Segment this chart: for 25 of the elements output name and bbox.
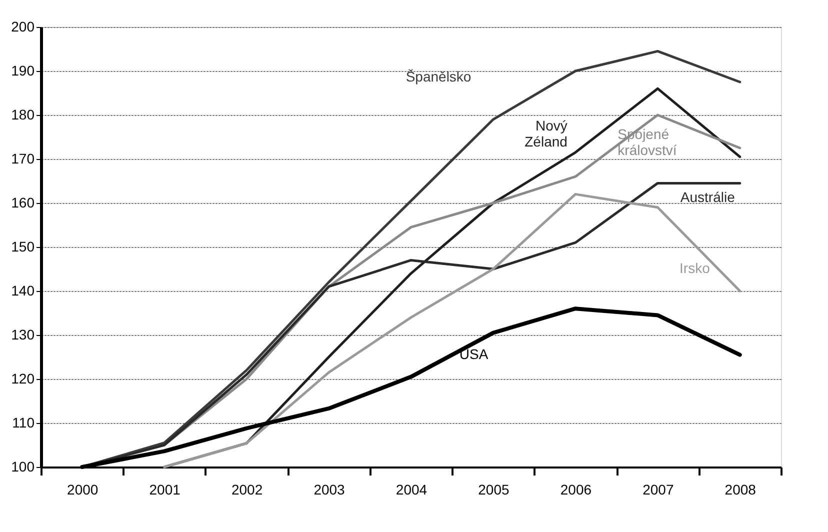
y-tick-label: 160	[11, 194, 35, 210]
series-label: Irsko	[680, 260, 710, 276]
y-tick-label: 170	[11, 150, 35, 166]
text: Španělsko	[406, 68, 472, 84]
x-tick-label: 2005	[478, 482, 510, 498]
x-tick-label: 2003	[314, 482, 346, 498]
x-tick-label: 2002	[231, 482, 263, 498]
y-tick-label: 140	[11, 282, 35, 298]
y-tick-label: 180	[11, 106, 35, 122]
x-tick-label: 2004	[396, 482, 428, 498]
y-tick-label: 200	[11, 18, 35, 34]
series-label: Nový Zéland	[524, 117, 568, 150]
y-tick-label: 110	[12, 414, 35, 430]
series-label: USA	[459, 346, 489, 362]
series-label: Austrálie	[680, 189, 736, 206]
x-tick-label: 2007	[642, 482, 674, 498]
x-tick-label: 2001	[149, 482, 181, 498]
y-tick-label: 100	[11, 458, 35, 474]
x-tick-label: 2006	[560, 482, 592, 498]
x-tick-label: 2000	[67, 482, 98, 498]
y-tick-label: 130	[11, 326, 35, 342]
y-tick-label: 150	[11, 238, 35, 254]
y-tick-label: 190	[11, 62, 35, 78]
y-tick-label: 120	[11, 370, 35, 386]
x-tick-label: 2008	[724, 482, 756, 498]
